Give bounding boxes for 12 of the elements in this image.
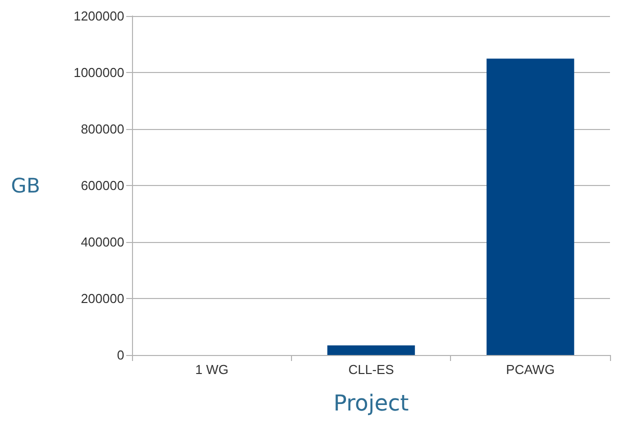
x-tick-label: CLL-ES — [348, 362, 394, 377]
y-tick-label: 400000 — [80, 234, 124, 250]
y-axis-title: GB — [11, 174, 40, 198]
x-tick-label: PCAWG — [506, 362, 555, 377]
y-tick-label: 0 — [116, 348, 124, 362]
y-tick-label: 600000 — [80, 178, 124, 193]
y-tick-label: 1000000 — [74, 65, 124, 80]
y-tick-label: 800000 — [80, 122, 124, 136]
x-axis-title: Project — [333, 392, 410, 416]
y-tick-label: 200000 — [80, 291, 124, 306]
x-tick-label: 1 WG — [195, 362, 228, 377]
y-tick-label: 1200000 — [74, 8, 124, 24]
